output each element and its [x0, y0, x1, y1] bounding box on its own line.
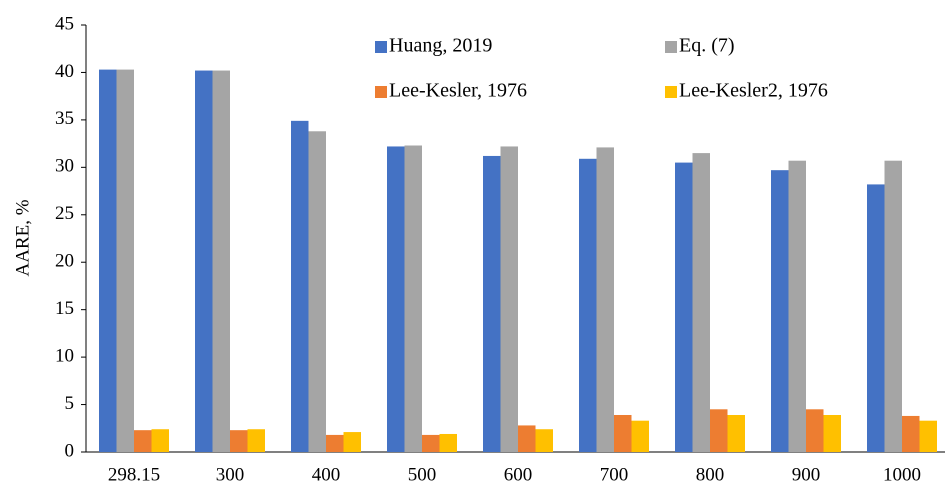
bar: [308, 131, 326, 452]
y-axis-label: AARE, %: [12, 199, 33, 276]
x-tick-label: 900: [792, 464, 821, 485]
y-tick-label: 15: [55, 298, 74, 319]
x-tick-label: 300: [216, 464, 245, 485]
legend-swatch: [375, 86, 387, 98]
x-tick-label: 800: [696, 464, 725, 485]
bar: [422, 434, 440, 452]
bar: [535, 429, 553, 452]
bar: [596, 147, 614, 452]
bar: [151, 429, 169, 452]
bar: [518, 425, 536, 452]
y-tick-label: 40: [55, 61, 74, 82]
bar: [806, 409, 824, 452]
bar: [823, 414, 841, 452]
bar: [727, 414, 745, 452]
x-tick-label: 1000: [883, 464, 921, 485]
bar: [483, 155, 501, 453]
bar: [116, 69, 134, 452]
bar: [99, 69, 117, 452]
bar: [675, 162, 693, 453]
legend-label: Lee-Kesler2, 1976: [679, 80, 828, 102]
bar: [291, 120, 309, 453]
y-tick-label: 25: [55, 203, 74, 224]
y-tick-label: 0: [65, 440, 75, 461]
legend-swatch: [665, 41, 677, 53]
bar: [500, 146, 518, 453]
legend-swatch: [375, 41, 387, 53]
y-tick-label: 10: [55, 345, 74, 366]
bar: [902, 415, 920, 452]
bar: [579, 158, 597, 452]
bar: [710, 409, 728, 452]
bar: [614, 414, 632, 452]
legend-label: Lee-Kesler, 1976: [389, 80, 527, 102]
x-tick-label: 600: [504, 464, 533, 485]
y-tick-label: 20: [55, 251, 74, 272]
bar: [343, 432, 361, 452]
legend-label: Eq. (7): [679, 35, 735, 57]
bar: [771, 170, 789, 452]
bar: [692, 153, 710, 452]
bar: [134, 430, 152, 452]
legend-swatch: [665, 86, 677, 98]
bar: [884, 160, 902, 453]
legend-label: Huang, 2019: [389, 35, 492, 57]
bar: [867, 184, 885, 452]
bar: [788, 160, 806, 453]
bar: [212, 70, 230, 453]
bar: [387, 146, 405, 453]
y-tick-label: 5: [65, 393, 75, 414]
bar: [326, 434, 344, 452]
bar: [631, 420, 649, 452]
x-tick-label: 500: [408, 464, 437, 485]
bar: [404, 145, 422, 452]
bar: [919, 420, 937, 452]
y-tick-label: 30: [55, 156, 74, 177]
y-tick-label: 45: [55, 13, 74, 34]
bar: [439, 433, 457, 452]
bar: [247, 429, 265, 452]
x-tick-label: 700: [600, 464, 629, 485]
bar: [195, 70, 213, 453]
x-tick-label: 400: [312, 464, 341, 485]
bar: [230, 430, 248, 452]
x-tick-label: 298.15: [108, 464, 160, 485]
y-tick-label: 35: [55, 108, 74, 129]
